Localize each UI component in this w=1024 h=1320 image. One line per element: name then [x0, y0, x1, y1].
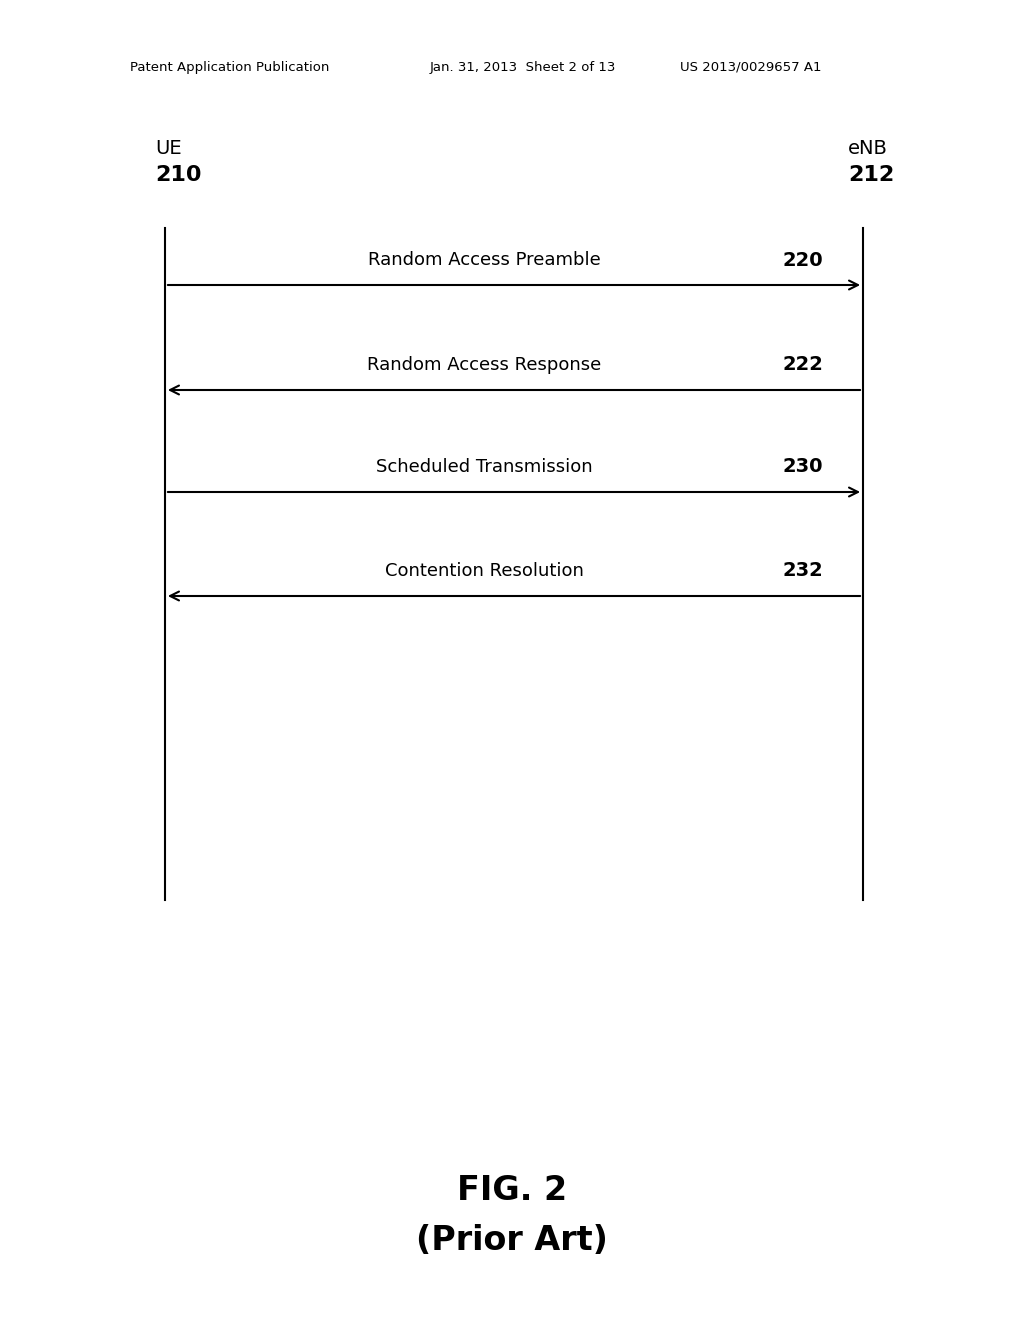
Text: 230: 230	[782, 458, 823, 477]
Text: Patent Application Publication: Patent Application Publication	[130, 61, 330, 74]
Text: Random Access Response: Random Access Response	[367, 356, 601, 374]
Text: Contention Resolution: Contention Resolution	[385, 562, 584, 579]
Text: Jan. 31, 2013  Sheet 2 of 13: Jan. 31, 2013 Sheet 2 of 13	[430, 61, 616, 74]
Text: UE: UE	[155, 139, 181, 157]
Text: eNB: eNB	[848, 139, 888, 157]
Text: (Prior Art): (Prior Art)	[416, 1224, 608, 1257]
Text: FIG. 2: FIG. 2	[457, 1173, 567, 1206]
Text: Random Access Preamble: Random Access Preamble	[368, 251, 600, 269]
Text: 212: 212	[848, 165, 894, 185]
Text: 232: 232	[782, 561, 823, 581]
Text: Scheduled Transmission: Scheduled Transmission	[376, 458, 592, 477]
Text: 210: 210	[155, 165, 202, 185]
Text: US 2013/0029657 A1: US 2013/0029657 A1	[680, 61, 821, 74]
Text: 220: 220	[782, 251, 823, 269]
Text: 222: 222	[782, 355, 823, 375]
